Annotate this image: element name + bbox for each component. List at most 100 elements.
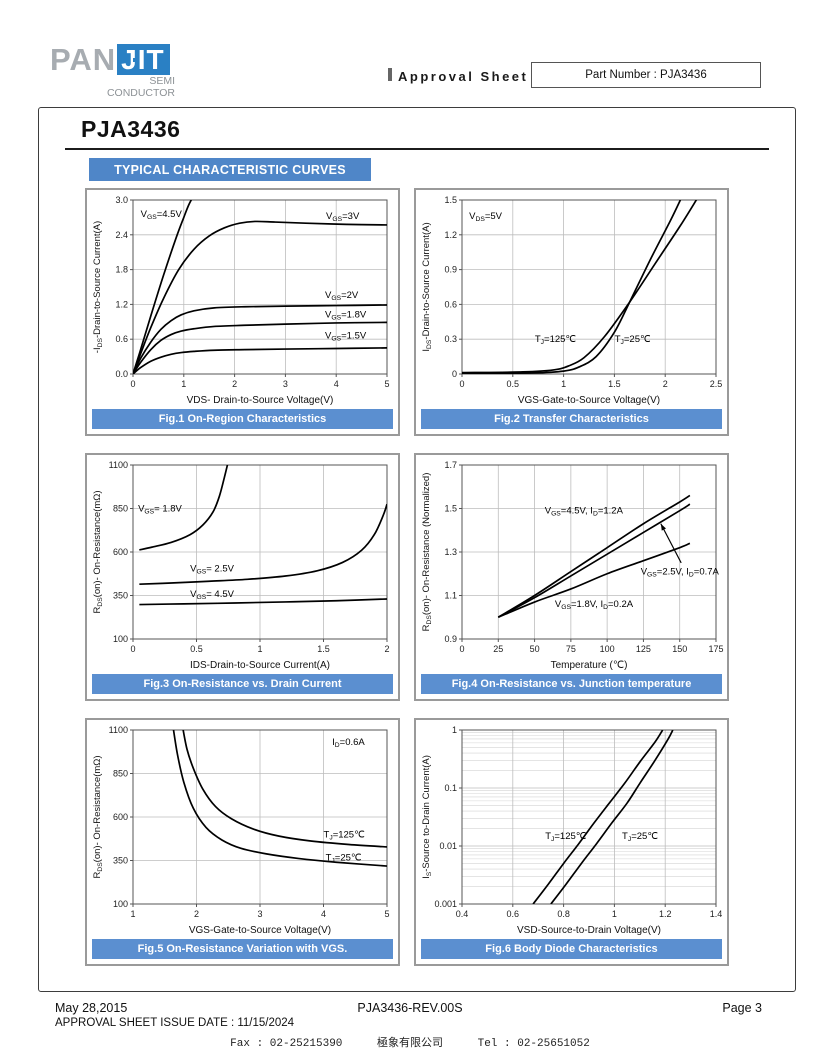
svg-text:3: 3 (257, 909, 262, 919)
svg-text:1.3: 1.3 (444, 547, 457, 557)
svg-text:1.2: 1.2 (444, 230, 457, 240)
svg-text:VGS=1.5V: VGS=1.5V (325, 331, 367, 343)
fig6-panel: 0.4 0.6 0.8 1 1.2 1.4 0.001 0.01 0.1 1 VSD-Source-… (414, 718, 729, 966)
footer-revision: PJA3436-REV.00S (357, 1001, 463, 1015)
svg-text:0.6: 0.6 (115, 334, 128, 344)
svg-text:0.3: 0.3 (444, 334, 457, 344)
svg-text:25: 25 (493, 644, 503, 654)
svg-text:1.8: 1.8 (115, 265, 128, 275)
svg-text:0: 0 (452, 369, 457, 379)
svg-text:1.7: 1.7 (444, 460, 457, 470)
svg-text:1100: 1100 (109, 460, 128, 470)
fig5-caption: Fig.5 On-Resistance Variation with VGS. (92, 939, 393, 959)
svg-text:3: 3 (283, 379, 288, 389)
svg-text:VGS=1.8V, ID=0.2A: VGS=1.8V, ID=0.2A (555, 599, 634, 611)
svg-text:1: 1 (181, 379, 186, 389)
page-title: PJA3436 (81, 116, 181, 142)
svg-text:600: 600 (113, 812, 128, 822)
svg-text:0.6: 0.6 (507, 909, 520, 919)
svg-text:350: 350 (113, 856, 128, 866)
svg-text:125: 125 (636, 644, 651, 654)
panjit-logo: PAN JIT SEMI CONDUCTOR (50, 44, 230, 99)
fig4-panel: 0 25 50 75 100 125 150 175 0.9 1.1 1.3 1.5 1.7 Temper… (414, 453, 729, 701)
fig5-chart: 1 2 3 4 5 100 350 600 850 1100 VGS-Gate-to-Source … (87, 720, 398, 937)
footer-page-number: Page 3 (722, 1001, 762, 1015)
svg-text:850: 850 (113, 504, 128, 514)
footer-company: 極象有限公司 (377, 1038, 443, 1050)
svg-text:0.4: 0.4 (456, 909, 469, 919)
svg-text:-IDS-Drain-to-Source Current(A: -IDS-Drain-to-Source Current(A) (92, 221, 104, 353)
svg-text:1.4: 1.4 (710, 909, 723, 919)
svg-text:VGS=3V: VGS=3V (326, 211, 360, 223)
svg-text:2: 2 (384, 644, 389, 654)
svg-text:0.01: 0.01 (439, 841, 457, 851)
logo-dots-decoration (122, 38, 148, 62)
svg-text:4: 4 (334, 379, 339, 389)
svg-text:1: 1 (561, 379, 566, 389)
svg-text:1: 1 (257, 644, 262, 654)
svg-text:350: 350 (113, 591, 128, 601)
svg-text:600: 600 (113, 547, 128, 557)
logo-jit-text: JIT (121, 44, 165, 75)
svg-text:VGS=1.8V: VGS=1.8V (325, 309, 367, 321)
fig2-caption: Fig.2 Transfer Characteristics (421, 409, 722, 429)
approval-marker-bar (388, 68, 392, 81)
part-number-box: Part Number : PJA3436 (531, 62, 761, 88)
fig5-panel: 1 2 3 4 5 100 350 600 850 1100 VGS-Gate-to-Source … (85, 718, 400, 966)
fig2-panel: 0 0.5 1 1.5 2 2.5 0 0.3 0.6 0.9 1.2 1.5 VGS-Gate-to-… (414, 188, 729, 436)
svg-text:VGS=4.5V, ID=1.2A: VGS=4.5V, ID=1.2A (545, 506, 624, 518)
fig4-chart: 0 25 50 75 100 125 150 175 0.9 1.1 1.3 1.5 1.7 Temper… (416, 455, 727, 672)
svg-text:IS-Source to-Drain Current(A): IS-Source to-Drain Current(A) (421, 755, 433, 879)
section-banner: TYPICAL CHARACTERISTIC CURVES (89, 158, 371, 181)
svg-text:VSD-Source-to-Drain Voltage(V): VSD-Source-to-Drain Voltage(V) (517, 925, 661, 936)
fig6-chart: 0.4 0.6 0.8 1 1.2 1.4 0.001 0.01 0.1 1 VSD-Source-… (416, 720, 727, 937)
svg-text:2.4: 2.4 (115, 230, 128, 240)
svg-text:VDS=5V: VDS=5V (469, 211, 503, 223)
svg-text:1.5: 1.5 (444, 195, 457, 205)
footer-tel: Tel : 02-25651052 (477, 1038, 590, 1050)
svg-text:100: 100 (113, 634, 128, 644)
svg-text:TJ=125℃: TJ=125℃ (535, 334, 577, 346)
svg-text:VGS-Gate-to-Source Voltage(V): VGS-Gate-to-Source Voltage(V) (518, 395, 660, 406)
svg-text:4: 4 (321, 909, 326, 919)
svg-text:0.001: 0.001 (434, 899, 457, 909)
svg-text:TJ=125℃: TJ=125℃ (324, 829, 366, 841)
svg-text:RDS(on)- On-Resistance(mΩ): RDS(on)- On-Resistance(mΩ) (92, 755, 104, 878)
fig3-caption: Fig.3 On-Resistance vs. Drain Current (92, 674, 393, 694)
footer-fax: Fax : 02-25215390 (230, 1038, 343, 1050)
svg-text:VDS- Drain-to-Source Voltage(V: VDS- Drain-to-Source Voltage(V) (187, 395, 334, 406)
svg-text:IDS-Drain-to-Source Current(A: IDS-Drain-to-Source Current(A) (190, 660, 330, 671)
svg-text:1.1: 1.1 (444, 591, 457, 601)
svg-text:100: 100 (113, 899, 128, 909)
logo-conductor-text: CONDUCTOR (106, 87, 175, 99)
svg-text:5: 5 (384, 379, 389, 389)
svg-text:TJ=125℃: TJ=125℃ (545, 831, 587, 843)
fig3-panel: 0 0.5 1 1.5 2 100 350 600 850 1100 IDS-Drain-to-So… (85, 453, 400, 701)
footer-date: May 28,2015 (55, 1001, 128, 1015)
svg-text:5: 5 (384, 909, 389, 919)
svg-text:VGS-Gate-to-Source Voltage(V): VGS-Gate-to-Source Voltage(V) (189, 925, 331, 936)
title-divider (65, 148, 769, 150)
svg-text:0.8: 0.8 (557, 909, 570, 919)
svg-text:TJ=25℃: TJ=25℃ (622, 831, 658, 843)
svg-text:0: 0 (130, 379, 135, 389)
approval-sheet-label: Approval Sheet (388, 68, 528, 84)
svg-text:2: 2 (663, 379, 668, 389)
svg-text:VGS=2.5V, ID=0.7A: VGS=2.5V, ID=0.7A (641, 567, 720, 579)
svg-text:1.2: 1.2 (115, 299, 128, 309)
svg-text:TJ=25℃: TJ=25℃ (615, 334, 651, 346)
svg-text:0.0: 0.0 (115, 369, 128, 379)
svg-text:175: 175 (708, 644, 723, 654)
svg-text:ID=0.6A: ID=0.6A (332, 737, 365, 749)
logo-semi-text: SEMI (149, 75, 175, 87)
svg-text:2.5: 2.5 (710, 379, 723, 389)
svg-text:75: 75 (566, 644, 576, 654)
svg-text:0.5: 0.5 (507, 379, 520, 389)
svg-text:0.1: 0.1 (444, 783, 457, 793)
fig1-caption: Fig.1 On-Region Characteristics (92, 409, 393, 429)
svg-text:VGS=4.5V: VGS=4.5V (141, 209, 183, 221)
svg-text:2: 2 (194, 909, 199, 919)
charts-grid: 0 1 2 3 4 5 0.0 0.6 1.2 1.8 2.4 3.0 VDS- Drain-to-So… (85, 188, 795, 966)
svg-text:0: 0 (130, 644, 135, 654)
